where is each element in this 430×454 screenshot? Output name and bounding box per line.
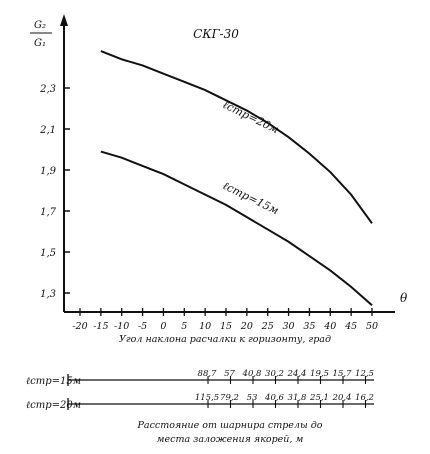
nomogram-value: 30,2 (265, 369, 284, 379)
nomogram-value: 88,7 (198, 369, 218, 379)
y-axis-arrow (60, 14, 68, 26)
y-axis-label-numerator: G₂ (34, 20, 46, 31)
y-tick-label: 2,1 (39, 125, 56, 136)
x-tick-label: 20 (240, 321, 253, 332)
nomogram-value: 12,5 (355, 369, 374, 379)
y-ticks: 1,3 1,5 1,7 1,9 2,1 2,3 (39, 84, 70, 300)
nomogram-value: 31,8 (288, 393, 308, 403)
x-tick-label: 25 (261, 321, 274, 332)
curves: ℓстр=20м ℓстр=15м (100, 50, 373, 307)
x-tick-label: 30 (283, 321, 295, 332)
series-line (100, 50, 373, 224)
nomogram-value: 15,7 (333, 369, 353, 379)
y-tick-label: 1,3 (40, 289, 56, 300)
x-tick-label: 40 (323, 321, 336, 332)
x-tick-label: -5 (138, 321, 147, 332)
x-axis-label: Угол наклона расчалки к горизонту, град (119, 334, 331, 345)
series-line (100, 150, 373, 307)
y-tick-label: 1,7 (40, 207, 57, 218)
nomogram-value: 57 (224, 369, 235, 379)
nomogram-value: 40,8 (242, 369, 263, 379)
nomogram-value: 53 (247, 393, 258, 403)
nomogram-row-label: ℓстр=15м (26, 376, 81, 387)
x-tick-label: 15 (220, 321, 232, 332)
nomogram-value: 24,4 (287, 369, 307, 379)
y-tick-label: 1,5 (40, 248, 56, 259)
x-tick-label: 45 (344, 321, 357, 332)
x-tick-label: 0 (160, 321, 166, 332)
chart-title: СКГ-30 (193, 27, 239, 41)
nomogram-row-label: ℓстр=20м (26, 400, 81, 411)
nomogram-value: 79,2 (220, 393, 239, 403)
nomogram-value: 20,4 (332, 393, 352, 403)
x-tick-label: 50 (366, 321, 378, 332)
series-label: ℓстр=15м (221, 179, 281, 217)
x-tick-label: -15 (93, 321, 108, 332)
nomogram: ℓстр=15м 88,7 57 40,8 30,2 24,4 19,5 15,7 12,5 ℓс… (26, 369, 374, 411)
y-axis-label-denominator: G₁ (34, 38, 46, 49)
nomogram-value: 16,2 (355, 393, 374, 403)
x-tick-label: -10 (114, 321, 129, 332)
nomogram-caption-line1: Расстояние от шарнира стрелы до (137, 420, 323, 431)
nomogram-value: 25,1 (309, 393, 329, 403)
x-tick-label: 10 (199, 321, 211, 332)
x-ticks: -20 -15 -10 -5 0 5 10 15 20 25 30 35 40 45 50 (72, 308, 378, 332)
x-tick-label: 35 (303, 321, 315, 332)
nomogram-value: 115,5 (195, 393, 219, 403)
x-axis-symbol: θ (400, 291, 408, 305)
x-tick-label: 5 (181, 321, 187, 332)
nomogram-value: 40,6 (264, 393, 285, 403)
x-tick-label: -20 (72, 321, 87, 332)
y-tick-label: 2,3 (39, 84, 56, 95)
y-tick-label: 1,9 (40, 166, 57, 177)
nomogram-caption-line2: места заложения якорей, м (157, 434, 304, 445)
nomogram-value: 19,5 (310, 369, 329, 379)
series-label: ℓстр=20м (221, 98, 281, 136)
